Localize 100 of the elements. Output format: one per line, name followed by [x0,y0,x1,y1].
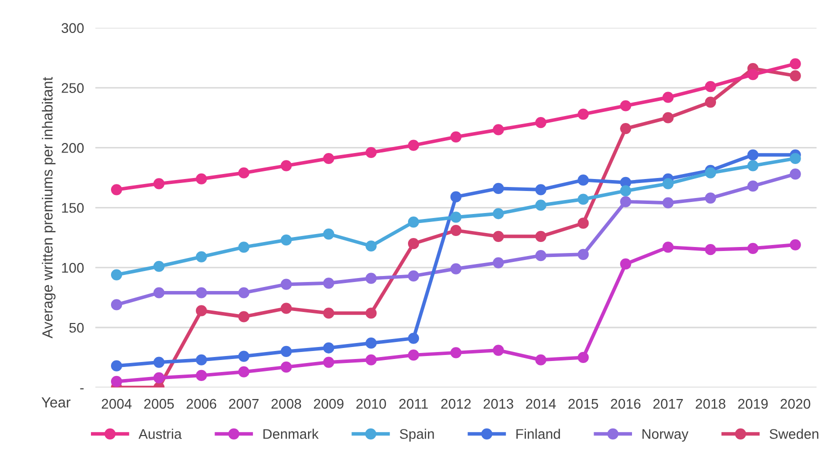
point [747,160,758,172]
point [110,299,122,310]
y-axis-title: Average written premiums per inhabitant [42,76,56,338]
point [535,250,546,262]
point [747,69,758,80]
x-tick-label: 2020 [780,398,810,409]
y-tick-label: 250 [62,83,84,93]
point [366,272,377,284]
point [153,260,165,272]
point [280,362,292,373]
point [323,228,334,240]
point [620,258,632,270]
point [620,196,632,208]
point [110,360,122,372]
point [238,350,250,362]
point [450,212,462,223]
point [153,356,165,368]
point [238,287,250,298]
x-tick-label: 2019 [738,398,768,409]
point [662,92,674,103]
point [196,287,207,298]
x-tick-label: 2010 [356,398,386,409]
x-tick-label: 2012 [441,398,471,409]
point [450,263,462,274]
point [578,194,589,205]
y-tick-label: - [80,388,84,390]
point [153,372,165,384]
point [662,178,674,190]
point [280,160,292,172]
x-axis-title: Year [42,397,70,408]
x-tick-label: 2018 [696,398,726,409]
point [408,216,420,228]
point [535,230,546,242]
point [662,112,674,124]
point [662,197,674,208]
point [196,173,207,184]
point [323,356,334,368]
point [535,184,546,196]
point [492,208,504,220]
point [366,338,377,349]
point [704,96,716,108]
x-tick-label: 2007 [229,398,259,409]
y-tick-label: 100 [62,262,84,273]
legend-label: Denmark [263,428,319,439]
x-tick-label: 2004 [102,398,132,409]
point [408,238,420,250]
point [662,242,674,253]
x-tick-label: 2014 [526,398,556,409]
y-tick-label: 50 [69,322,84,333]
point [578,174,589,186]
x-tick-label: 2005 [144,398,174,409]
x-tick-label: 2009 [314,398,344,409]
legend-label: Austria [138,428,182,439]
point [366,354,377,366]
point [238,311,250,322]
y-tick-label: 200 [62,143,84,153]
point [704,244,716,256]
legend-label: Finland [516,428,560,439]
point [790,58,801,70]
point [238,167,250,178]
legend-label: Spain [400,428,434,442]
point [535,354,546,366]
point [110,269,122,280]
point [366,308,377,319]
point [238,366,250,378]
point [492,230,504,242]
point [366,240,377,252]
point [280,278,292,290]
point [578,218,589,229]
point [323,278,334,289]
point [620,185,632,196]
point [280,346,292,358]
point [492,344,504,356]
x-tick-label: 2011 [399,398,428,409]
point [280,302,292,314]
point [450,224,462,236]
legend-label: Sweden [770,428,818,439]
x-tick-label: 2006 [186,398,216,409]
point [535,116,546,128]
point [704,167,716,178]
x-tick-label: 2015 [568,398,598,409]
point [492,182,504,194]
point [153,287,165,298]
y-tick-label: 150 [62,202,84,213]
point [110,376,122,388]
x-tick-label: 2016 [610,398,640,409]
legend-label: Norway [642,429,688,442]
point [704,192,716,204]
point [790,70,801,82]
x-tick-label: 2013 [484,398,514,409]
point [620,122,632,134]
point [450,347,462,358]
x-tick-label: 2017 [653,398,683,409]
point [747,149,758,160]
point [153,178,165,190]
point [408,350,420,361]
point [408,270,420,282]
point [790,168,801,180]
y-tick-label: 300 [62,23,84,34]
point [280,234,292,246]
